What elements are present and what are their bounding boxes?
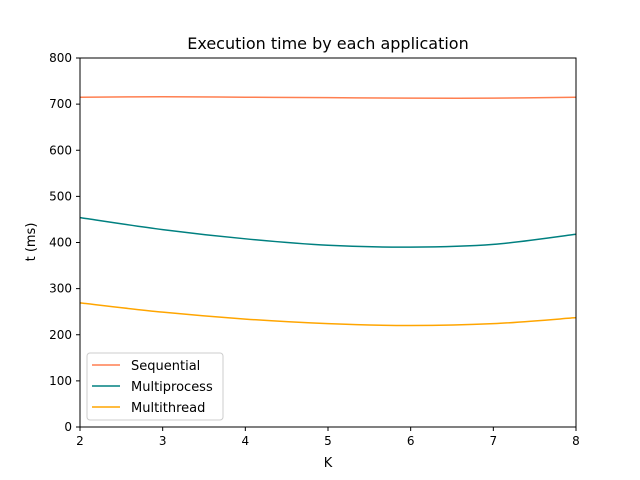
y-tick-label: 400 bbox=[49, 236, 72, 250]
plot-lines bbox=[79, 95, 577, 327]
legend-label-multiprocess: Multiprocess bbox=[131, 380, 213, 395]
plot-frame bbox=[79, 57, 577, 428]
y-tick-label: 700 bbox=[49, 97, 72, 111]
x-tick-label: 3 bbox=[159, 434, 167, 448]
y-tick-label: 800 bbox=[49, 51, 72, 65]
axis-ticks: 2 3 4 5 6 7 8 0 100 200 300 400 500 600 700 800 bbox=[49, 51, 580, 448]
legend: Sequential Multiprocess Multithread bbox=[86, 352, 224, 421]
y-tick-label: 0 bbox=[64, 420, 72, 434]
chart-title: Execution time by each application bbox=[187, 34, 468, 53]
legend-label-sequential: Sequential bbox=[131, 359, 200, 374]
x-tick-label: 5 bbox=[324, 434, 332, 448]
legend-label-multithread: Multithread bbox=[131, 401, 205, 416]
y-tick-label: 100 bbox=[49, 374, 72, 388]
x-tick-label: 6 bbox=[407, 434, 415, 448]
x-tick-label: 2 bbox=[76, 434, 84, 448]
x-tick-label: 7 bbox=[490, 434, 498, 448]
legend-box bbox=[86, 352, 224, 421]
series-line-multiprocess bbox=[79, 216, 577, 248]
y-tick-label: 500 bbox=[49, 189, 72, 203]
x-tick-label: 4 bbox=[242, 434, 250, 448]
y-tick-label: 300 bbox=[49, 282, 72, 296]
x-axis-label: K bbox=[324, 456, 333, 471]
series-line-multithread bbox=[79, 302, 577, 327]
series-line-sequential bbox=[79, 95, 577, 99]
x-tick-label: 8 bbox=[572, 434, 580, 448]
y-axis-label: t (ms) bbox=[24, 223, 39, 262]
y-tick-label: 200 bbox=[49, 328, 72, 342]
y-tick-label: 600 bbox=[49, 143, 72, 157]
